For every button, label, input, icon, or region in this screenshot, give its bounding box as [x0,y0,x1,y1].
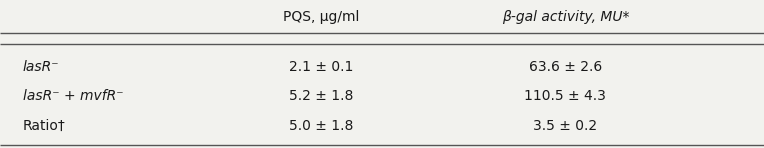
Text: 110.5 ± 4.3: 110.5 ± 4.3 [524,89,607,103]
Text: 63.6 ± 2.6: 63.6 ± 2.6 [529,60,602,74]
Text: 2.1 ± 0.1: 2.1 ± 0.1 [289,60,353,74]
Text: lasR⁻ + mvfR⁻: lasR⁻ + mvfR⁻ [23,89,124,103]
Text: 3.5 ± 0.2: 3.5 ± 0.2 [533,119,597,133]
Text: PQS, μg/ml: PQS, μg/ml [283,10,359,24]
Text: Ratio†: Ratio† [23,119,66,133]
Text: 5.0 ± 1.8: 5.0 ± 1.8 [289,119,353,133]
Text: β-gal activity, MU*: β-gal activity, MU* [502,10,629,24]
Text: 5.2 ± 1.8: 5.2 ± 1.8 [289,89,353,103]
Text: lasR⁻: lasR⁻ [23,60,60,74]
